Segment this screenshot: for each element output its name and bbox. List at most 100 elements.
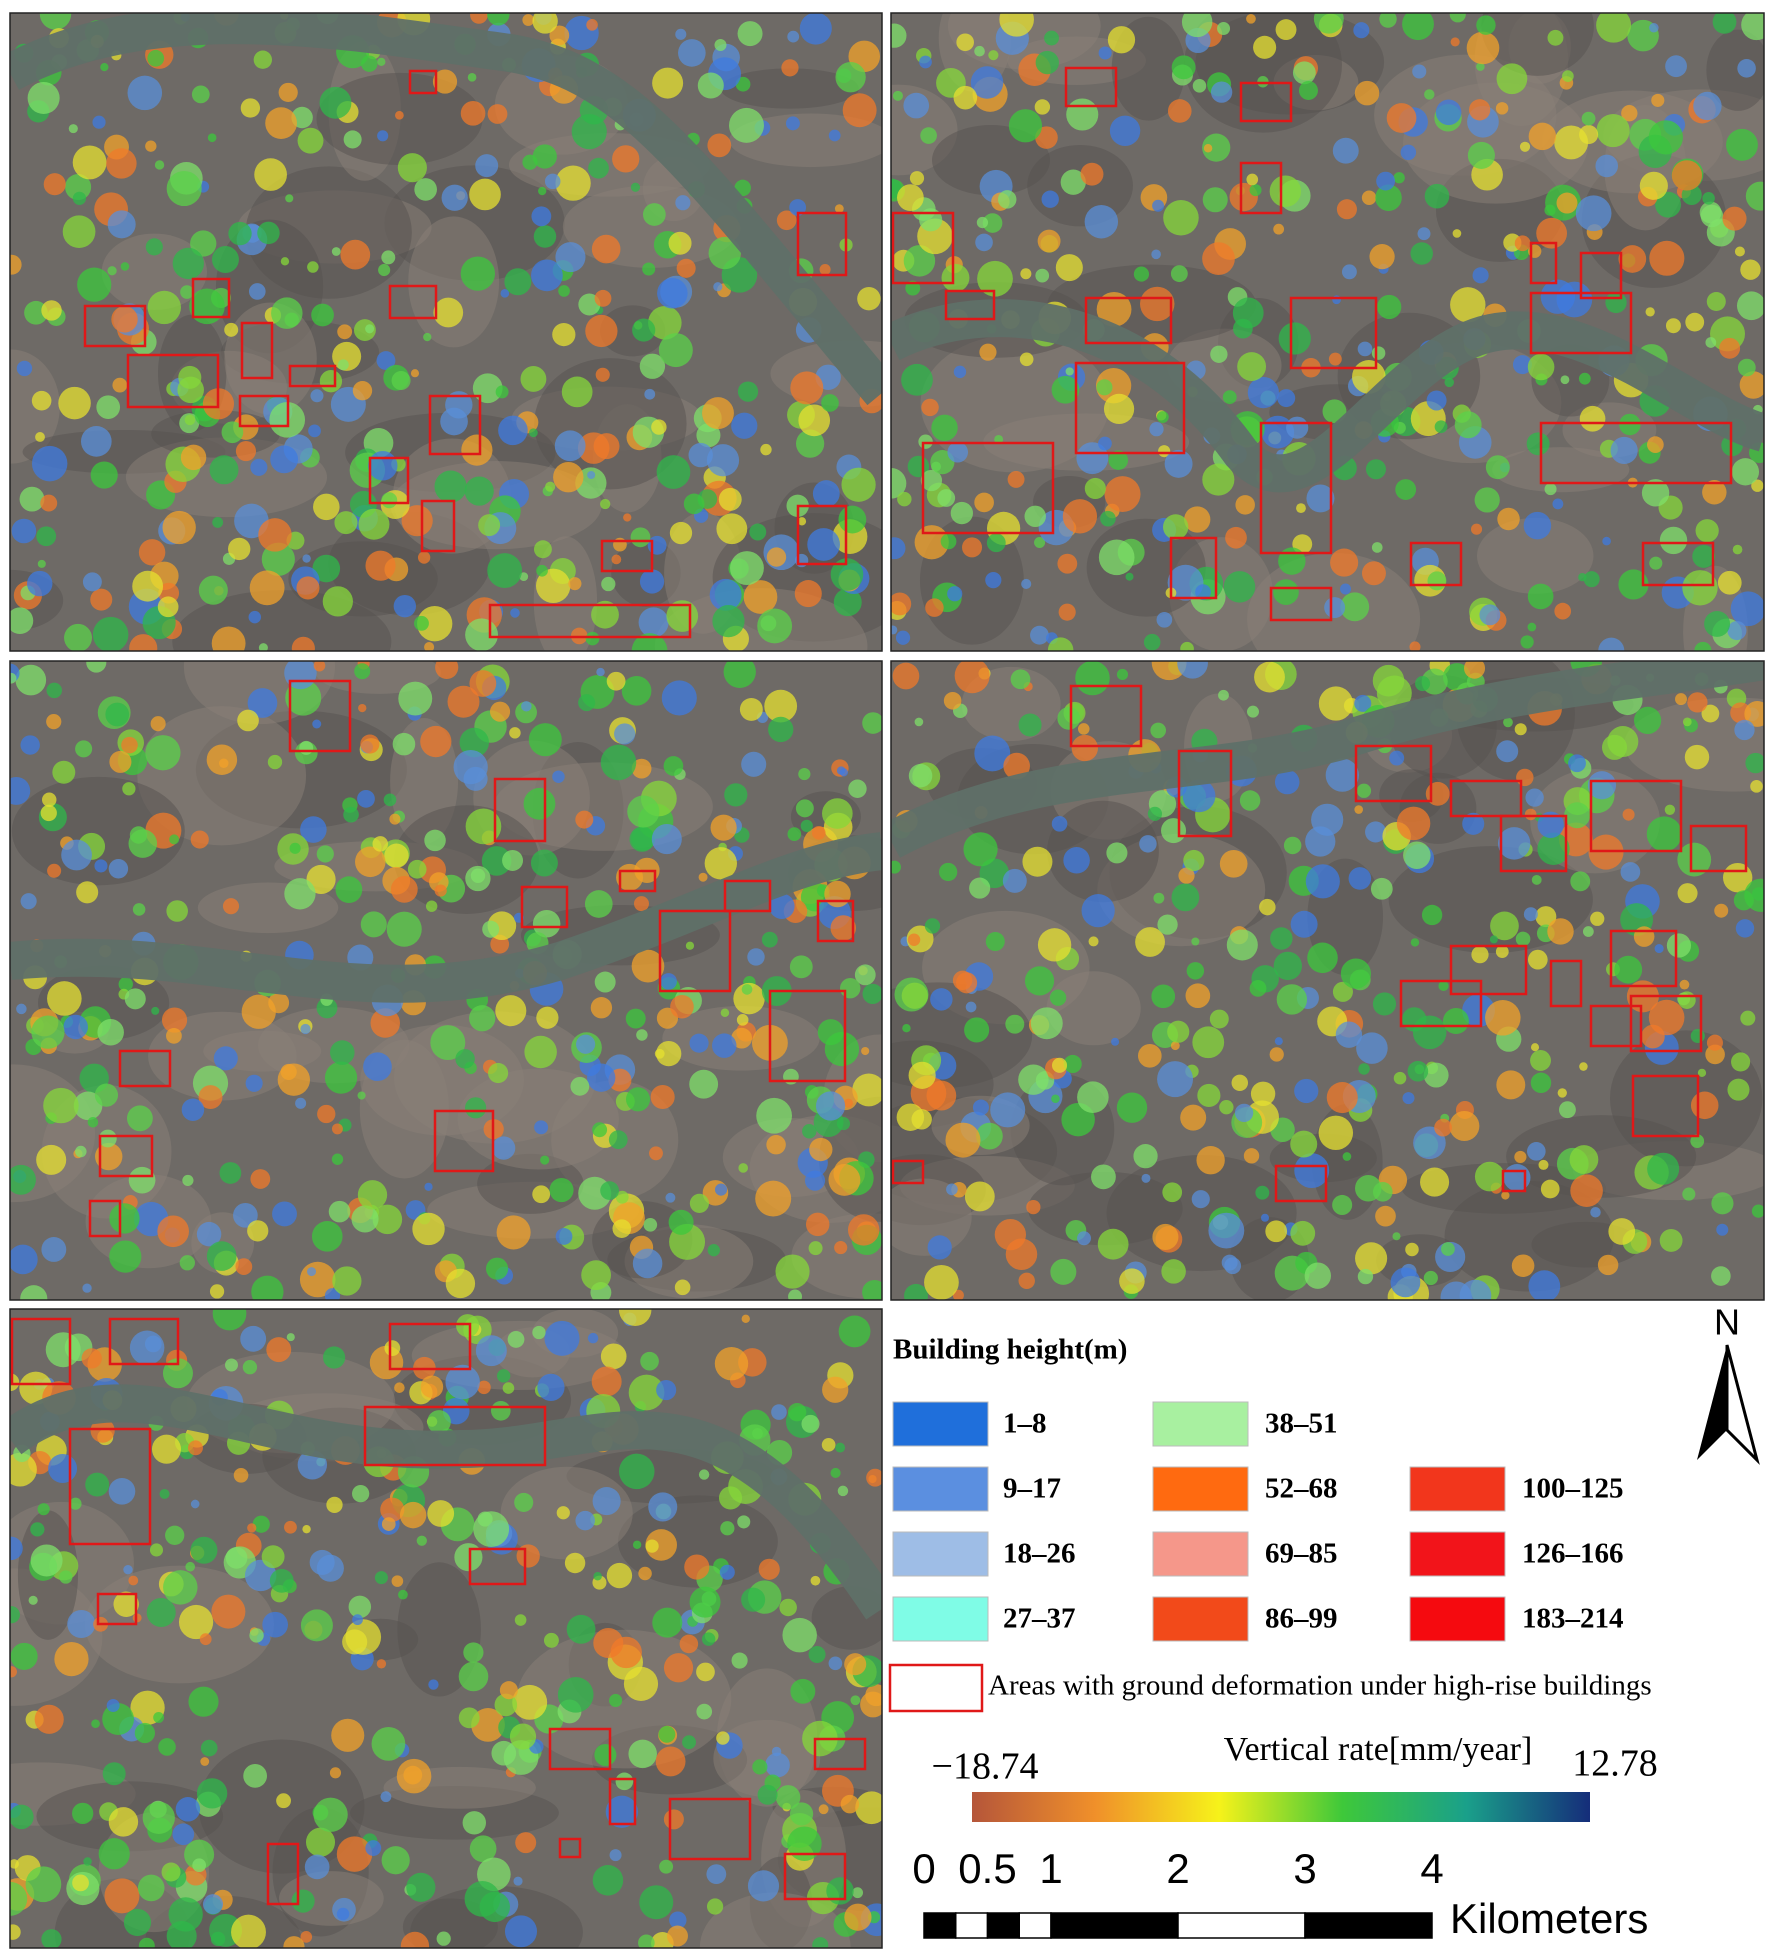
deformation-point <box>833 588 862 617</box>
deformation-point <box>524 1035 557 1069</box>
deformation-point <box>502 1382 515 1394</box>
deformation-point <box>1578 372 1591 385</box>
deformation-point <box>94 1083 119 1107</box>
scale-segment <box>1018 1912 1052 1939</box>
deformation-point <box>86 661 107 673</box>
deformation-point <box>627 795 660 828</box>
deformation-point <box>491 1740 517 1766</box>
deformation-point <box>129 634 158 651</box>
map-content <box>10 661 882 1300</box>
deformation-point <box>1372 1182 1393 1202</box>
deformation-point <box>257 221 280 245</box>
panel-border <box>9 1308 883 1949</box>
deformation-point <box>1472 267 1489 284</box>
deformation-point <box>1665 318 1681 334</box>
deformation-point <box>1278 547 1306 575</box>
deformation-point <box>847 1214 880 1246</box>
deformation-point <box>892 90 903 101</box>
deformation-point <box>1530 1050 1551 1071</box>
deformation-point <box>166 170 202 207</box>
deformation-area <box>548 1727 612 1771</box>
deformation-point <box>211 1594 246 1629</box>
deformation-point <box>790 1678 816 1704</box>
deformation-point <box>970 66 1004 99</box>
deformation-point <box>714 38 727 51</box>
deformation-point <box>1375 184 1402 212</box>
deformation-point <box>1568 754 1586 773</box>
deformation-point <box>1530 1043 1540 1052</box>
deformation-point <box>782 1617 817 1653</box>
deformation-point <box>840 978 861 999</box>
deformation-point <box>1421 904 1443 926</box>
deformation-area <box>1289 296 1378 370</box>
deformation-point <box>1055 254 1083 282</box>
deformation-point <box>494 1693 518 1717</box>
deformation-point <box>509 727 521 739</box>
deformation-point <box>592 1865 624 1896</box>
deformation-point <box>632 1540 642 1549</box>
deformation-point <box>1222 390 1237 405</box>
deformation-point <box>1077 1231 1092 1246</box>
deformation-point <box>963 832 998 867</box>
deformation-point <box>39 13 72 30</box>
deformation-point <box>299 740 314 755</box>
deformation-area <box>238 394 290 428</box>
deformation-point <box>1084 205 1119 239</box>
deformation-point <box>471 1708 505 1742</box>
deformation-area <box>1609 929 1678 988</box>
deformation-point <box>818 1804 829 1815</box>
deformation-point <box>1247 376 1279 409</box>
deformation-point <box>1077 1081 1109 1113</box>
deformation-point <box>365 550 396 581</box>
deformation-point <box>96 395 121 419</box>
deformation-point <box>492 1136 516 1160</box>
deformation-point <box>358 508 390 540</box>
deformation-point <box>123 1908 152 1937</box>
deformation-point <box>62 215 96 249</box>
deformation-point <box>41 1929 62 1948</box>
deformation-point <box>58 386 91 420</box>
deformation-point <box>1354 80 1380 106</box>
deformation-point <box>285 679 322 716</box>
deformation-point <box>1051 1057 1068 1073</box>
deformation-point <box>1259 898 1276 916</box>
deformation-point <box>189 288 225 325</box>
deformation-point <box>277 1063 311 1096</box>
deformation-point <box>252 1515 270 1533</box>
deformation-point <box>98 1838 130 1870</box>
deformation-point <box>1503 717 1513 728</box>
deformation-point <box>1449 13 1466 23</box>
deformation-point <box>828 129 841 142</box>
deformation-point <box>469 178 501 211</box>
deformation-point <box>1290 1220 1316 1246</box>
deformation-point <box>1607 726 1639 757</box>
deformation-point <box>377 130 389 142</box>
deformation-area <box>618 869 657 893</box>
deformation-point <box>1096 379 1113 396</box>
deformation-point <box>307 261 319 273</box>
deformation-point <box>368 451 398 481</box>
deformation-point <box>716 513 748 545</box>
deformation-point <box>213 1046 238 1071</box>
deformation-point <box>760 443 772 456</box>
deformation-area <box>1354 744 1433 803</box>
deformation-point <box>328 1200 351 1223</box>
deformation-point <box>237 709 259 732</box>
deformation-point <box>1523 907 1538 922</box>
deformation-point <box>532 1325 546 1340</box>
deformation-point <box>953 85 978 110</box>
deformation-point <box>1649 556 1663 570</box>
deformation-point <box>1203 144 1213 153</box>
deformation-point <box>269 1568 294 1593</box>
deformation-point <box>731 1652 748 1669</box>
deformation-point <box>937 489 956 507</box>
deformation-point <box>1659 526 1688 555</box>
deformation-point <box>424 1182 433 1191</box>
deformation-point <box>251 1275 284 1300</box>
deformation-point <box>296 576 320 600</box>
deformation-point <box>536 1006 559 1029</box>
colorbar-max: 12.78 <box>1572 1743 1658 1785</box>
deformation-point <box>417 606 453 642</box>
deformation-point <box>72 1874 89 1892</box>
deformation-point <box>380 1791 392 1803</box>
